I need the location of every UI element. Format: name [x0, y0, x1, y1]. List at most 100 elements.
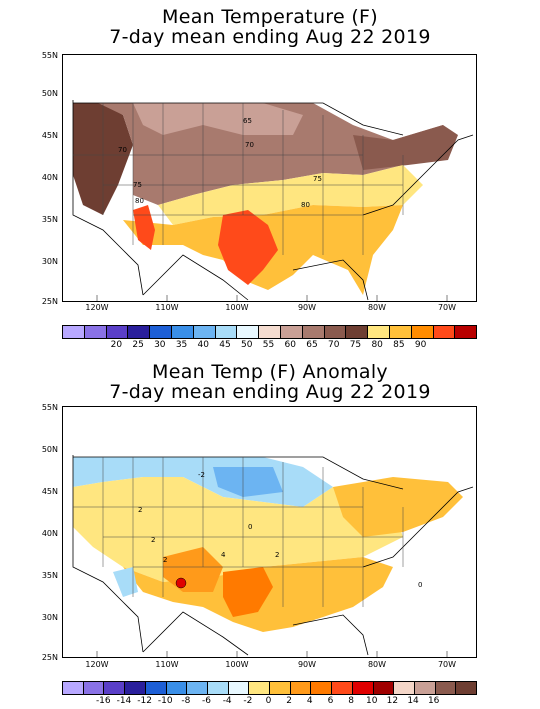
map2-contour-label: 0 [418, 581, 422, 589]
colorbar-label: -14 [116, 696, 132, 706]
colorbar-cell [145, 682, 167, 694]
map2-region-mid [73, 477, 403, 582]
map1-svg: 65 70 70 75 75 80 80 [72, 100, 474, 301]
colorbar-label: 50 [241, 340, 253, 350]
colorbar-cell [237, 326, 260, 338]
colorbar-cell [324, 326, 347, 338]
colorbar-cell [128, 326, 151, 338]
map2-west-coast [72, 455, 144, 653]
colorbar-cell [280, 326, 303, 338]
colorbar-label: 60 [284, 340, 296, 350]
map2-lat-40: 40N [41, 529, 58, 538]
map1-colorbar-labels: 20 25 30 35 40 45 50 55 60 65 70 75 80 85 90 [62, 340, 475, 350]
colorbar-cell [455, 326, 477, 338]
map2-lon-100: 100W [225, 660, 249, 669]
map1-lon-80: 80W [367, 303, 387, 312]
map2-title-line2: 7-day mean ending Aug 22 2019 [109, 381, 431, 403]
map2-border-mexico [142, 611, 249, 656]
map2-title-line1: Mean Temp (F) Anomaly [152, 361, 388, 383]
map2-lon-80: 80W [367, 660, 387, 669]
map1-region-ne [353, 125, 458, 170]
map2-region-ne-warm [333, 477, 463, 537]
map2-region-north-cooler [213, 467, 283, 497]
colorbar-cell [249, 682, 271, 694]
colorbar-label: -2 [243, 696, 253, 706]
map1-lon-70: 70W [437, 303, 457, 312]
map1-title-line2: 7-day mean ending Aug 22 2019 [109, 26, 431, 48]
map1-lat-35: 35N [41, 215, 58, 224]
map1-region-yellow [158, 165, 423, 225]
colorbar-label: -6 [202, 696, 212, 706]
colorbar-label: -10 [157, 696, 173, 706]
colorbar-label: 45 [219, 340, 231, 350]
colorbar-label: 70 [327, 340, 340, 350]
map1-plot: 65 70 70 75 75 80 80 [62, 54, 477, 302]
map1-colorbar [62, 325, 477, 339]
map2-contour-label: 2 [151, 536, 155, 544]
map1-contour-label: 65 [243, 117, 252, 125]
map1-lat-45: 45N [41, 131, 58, 140]
colorbar-cell [63, 682, 84, 694]
map2-region-texas-hot [223, 567, 273, 617]
colorbar-label: 25 [132, 340, 144, 350]
colorbar-cell [270, 682, 291, 694]
map2-contour-label: -2 [198, 471, 205, 479]
colorbar-cell [414, 682, 436, 694]
map2-contour-label: 2 [138, 506, 142, 514]
map2-contour-label: 4 [221, 551, 226, 559]
map2-plot: -2 0 2 2 2 4 2 0 [62, 406, 477, 658]
map2-svg: -2 0 2 2 2 4 2 0 [72, 455, 474, 657]
colorbar-cell [290, 682, 312, 694]
map1-lon-120: 120W [85, 303, 109, 312]
colorbar-cell [311, 682, 333, 694]
map1-border-mexico [142, 254, 249, 301]
colorbar-label: 8 [348, 696, 354, 706]
map2-lon-70: 70W [437, 660, 457, 669]
colorbar-label: 6 [327, 696, 334, 706]
map1-contour-label: 75 [133, 181, 142, 189]
map1-lat-50: 50N [41, 89, 58, 98]
colorbar-label: -12 [137, 696, 152, 706]
colorbar-label: 55 [262, 340, 275, 350]
colorbar-cell [346, 326, 369, 338]
colorbar-label: 65 [306, 340, 318, 350]
map2-lat-55: 55N [41, 403, 58, 412]
colorbar-cell [394, 682, 415, 694]
colorbar-label: 75 [349, 340, 362, 350]
colorbar-cell [83, 682, 105, 694]
map1-east-coast [362, 134, 474, 216]
colorbar-cell [368, 326, 390, 338]
colorbar-cell [187, 682, 208, 694]
map1-west-coast [72, 100, 144, 296]
colorbar-label: 0 [265, 696, 272, 706]
colorbar-label: 90 [414, 340, 427, 350]
map2-hotspot [175, 577, 187, 589]
map1-lon-110: 110W [155, 303, 179, 312]
map1-lon-90: 90W [297, 303, 317, 312]
map1-contour-label: 75 [313, 175, 322, 183]
map2-lat-50: 50N [41, 445, 58, 454]
map1-lat-30: 30N [41, 257, 58, 266]
map2-contour-labels: -2 0 2 2 2 4 2 0 [138, 471, 422, 589]
map1-ticks [96, 295, 448, 301]
colorbar-cell [332, 682, 353, 694]
map1-region-northcentral [133, 103, 303, 135]
colorbar-label: -8 [181, 696, 191, 706]
map1-lat-40: 40N [41, 173, 58, 182]
map2-ticks [96, 651, 448, 657]
map2-gulf-coast [292, 614, 369, 656]
colorbar-label: 20 [110, 340, 123, 350]
map2-contour-label: 0 [248, 523, 252, 531]
map2-contour-label: 2 [275, 551, 279, 559]
colorbar-label: -4 [222, 696, 232, 706]
map1-contour-label: 80 [301, 201, 310, 209]
colorbar-cell [166, 682, 188, 694]
map2-lat-45: 45N [41, 487, 58, 496]
colorbar-label: 16 [427, 696, 440, 706]
colorbar-cell [302, 326, 325, 338]
map1-lon-100: 100W [225, 303, 249, 312]
map2-lat-30: 30N [41, 613, 58, 622]
colorbar-cell [456, 682, 477, 694]
map2-lat-25: 25N [41, 653, 58, 662]
map1-gulf-coast [292, 259, 369, 301]
